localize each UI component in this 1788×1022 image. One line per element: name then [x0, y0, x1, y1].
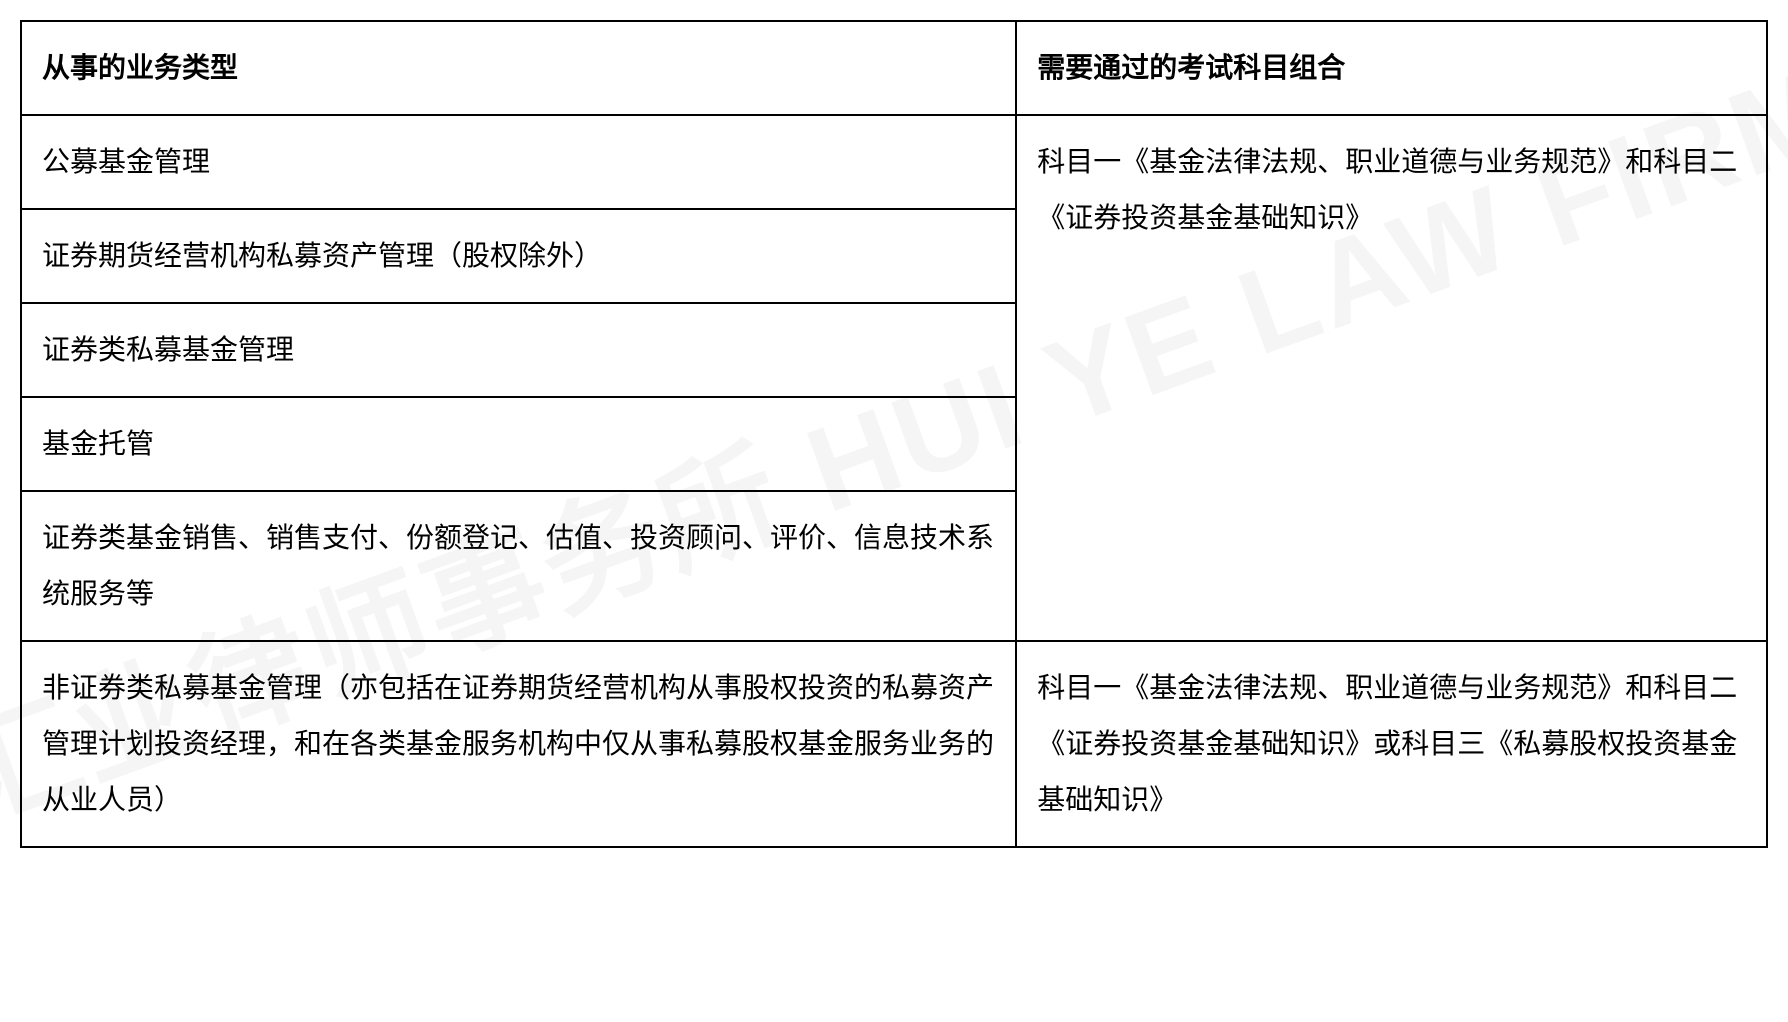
- exam-requirement-cell: 科目一《基金法律法规、职业道德与业务规范》和科目二《证券投资基金基础知识》: [1016, 115, 1767, 641]
- header-business-type: 从事的业务类型: [21, 21, 1016, 115]
- business-type-cell: 基金托管: [21, 397, 1016, 491]
- business-type-cell: 证券期货经营机构私募资产管理（股权除外）: [21, 209, 1016, 303]
- table-row: 公募基金管理 科目一《基金法律法规、职业道德与业务规范》和科目二《证券投资基金基…: [21, 115, 1767, 209]
- header-exam-combo: 需要通过的考试科目组合: [1016, 21, 1767, 115]
- business-type-cell: 非证券类私募基金管理（亦包括在证券期货经营机构从事股权投资的私募资产管理计划投资…: [21, 641, 1016, 847]
- exam-requirements-table: 从事的业务类型 需要通过的考试科目组合 公募基金管理 科目一《基金法律法规、职业…: [20, 20, 1768, 848]
- exam-requirement-cell: 科目一《基金法律法规、职业道德与业务规范》和科目二《证券投资基金基础知识》或科目…: [1016, 641, 1767, 847]
- business-type-cell: 公募基金管理: [21, 115, 1016, 209]
- business-type-cell: 证券类私募基金管理: [21, 303, 1016, 397]
- table-header-row: 从事的业务类型 需要通过的考试科目组合: [21, 21, 1767, 115]
- table-row: 非证券类私募基金管理（亦包括在证券期货经营机构从事股权投资的私募资产管理计划投资…: [21, 641, 1767, 847]
- business-type-cell: 证券类基金销售、销售支付、份额登记、估值、投资顾问、评价、信息技术系统服务等: [21, 491, 1016, 641]
